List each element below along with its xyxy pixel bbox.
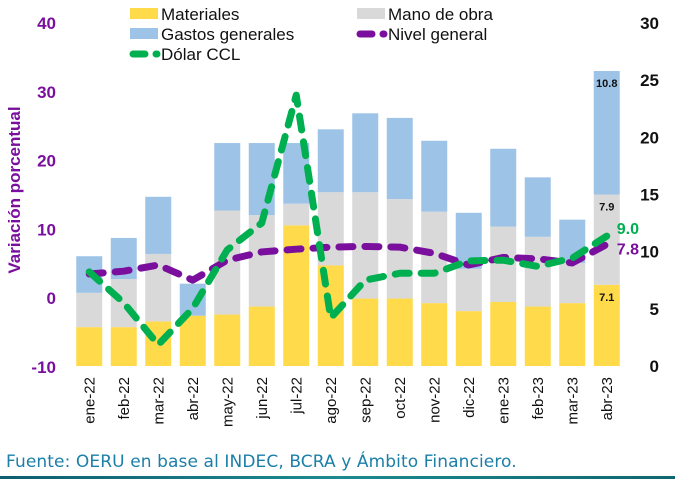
right-tick-label: 10	[640, 243, 659, 262]
bar-gastos-generales-nov-22	[421, 140, 448, 212]
right-tick-label: 20	[640, 128, 659, 147]
x-tick-label: ago-22	[323, 377, 340, 424]
x-tick-label: abr-22	[185, 377, 202, 420]
legend-swatch-gastos-generales	[130, 28, 158, 39]
left-tick-label: 30	[37, 83, 56, 102]
left-tick-label: 10	[37, 220, 56, 239]
bar-materiales-oct-22	[386, 298, 413, 366]
x-tick-label: jun-22	[254, 377, 271, 420]
x-tick-label: abr-23	[599, 377, 616, 420]
data-label-dolar-ccl: 9.0	[617, 221, 639, 238]
left-tick-label: 0	[47, 289, 56, 308]
bar-materiales-ene-23	[490, 301, 517, 366]
bar-mano-de-obra-jun-22	[248, 215, 275, 307]
bar-materiales-abr-23	[593, 284, 620, 366]
bar-materiales-may-22	[214, 314, 241, 366]
bar-gastos-generales-may-22	[214, 143, 241, 211]
right-tick-label: 30	[640, 14, 659, 33]
legend-item-nivel-general: Nivel general	[356, 25, 487, 44]
lines-layer	[85, 91, 611, 349]
x-tick-label: oct-22	[392, 377, 409, 419]
data-label-mano-de-obra: 7.9	[599, 202, 614, 214]
x-tick-label: feb-22	[116, 377, 133, 420]
left-axis: -10 0 10 20 30 40	[31, 14, 56, 377]
right-tick-label: 15	[640, 186, 659, 205]
bar-materiales-jun-22	[248, 306, 275, 366]
bars-layer	[76, 71, 620, 366]
x-axis: ene-22 feb-22 mar-22 abr-22 may-22 jun-22 jul-…	[81, 377, 616, 427]
bar-gastos-generales-mar-22	[145, 196, 172, 254]
x-tick-label: may-22	[219, 377, 236, 427]
bar-mano-de-obra-mar-23	[559, 263, 586, 304]
bar-mano-de-obra-dic-22	[455, 268, 482, 312]
source-note: Fuente: OERU en base al INDEC, BCRA y Ám…	[6, 452, 517, 472]
bar-materiales-mar-23	[559, 303, 586, 366]
bar-gastos-generales-ene-23	[490, 148, 517, 227]
bar-materiales-abr-22	[179, 315, 206, 366]
x-tick-label: jul-22	[288, 377, 305, 415]
left-tick-label: 40	[37, 14, 56, 33]
x-tick-label: feb-23	[530, 377, 547, 420]
right-tick-label: 5	[650, 300, 659, 319]
bar-mano-de-obra-jul-22	[283, 203, 310, 226]
legend-label-mano-de-obra: Mano de obra	[388, 5, 493, 24]
y-axis-label: Variación porcentual	[5, 106, 24, 273]
left-tick-label: 20	[37, 152, 56, 171]
right-tick-label: 0	[650, 357, 659, 376]
left-tick-label: -10	[31, 358, 56, 377]
bar-gastos-generales-abr-23	[593, 71, 620, 195]
legend-item-materiales: Materiales	[130, 5, 239, 24]
x-tick-label: ene-22	[81, 377, 98, 424]
bar-materiales-dic-22	[455, 311, 482, 366]
data-label-gastos-generales: 10.8	[596, 78, 617, 90]
x-tick-label: dic-22	[461, 377, 478, 418]
bar-gastos-generales-oct-22	[386, 117, 413, 200]
x-tick-label: mar-23	[564, 377, 581, 425]
right-axis: 0 5 10 15 20 25 30	[640, 14, 659, 376]
bar-mano-de-obra-ene-22	[76, 292, 103, 328]
bar-materiales-nov-22	[421, 303, 448, 366]
line-dolar-ccl	[85, 91, 611, 349]
bar-materiales-ene-22	[76, 327, 103, 366]
right-tick-label: 25	[640, 71, 659, 90]
legend-item-gastos-generales: Gastos generales	[130, 25, 294, 44]
bar-materiales-feb-22	[110, 327, 137, 366]
bar-gastos-generales-jun-22	[248, 143, 275, 216]
x-tick-label: nov-22	[426, 377, 443, 423]
legend-item-dolar-ccl: Dólar CCL	[129, 45, 240, 64]
legend: Materiales Mano de obra Gastos generales Ni…	[129, 5, 493, 64]
bar-gastos-generales-ago-22	[317, 129, 344, 193]
data-label-materiales: 7.1	[599, 292, 614, 304]
legend-label-gastos-generales: Gastos generales	[161, 25, 294, 44]
x-tick-label: ene-23	[495, 377, 512, 424]
legend-label-materiales: Materiales	[161, 5, 239, 24]
data-label-nivel-general: 7.8	[617, 241, 639, 258]
legend-label-dolar-ccl: Dólar CCL	[161, 45, 240, 64]
x-tick-label: mar-22	[150, 377, 167, 425]
x-tick-label: sep-22	[357, 377, 374, 423]
bar-mano-de-obra-feb-22	[110, 279, 137, 328]
line-nivel-general	[85, 240, 611, 284]
bar-gastos-generales-feb-23	[524, 177, 551, 237]
bar-materiales-sep-22	[352, 298, 379, 366]
legend-swatch-mano-de-obra	[357, 8, 385, 19]
legend-item-mano-de-obra: Mano de obra	[357, 5, 493, 24]
bottom-rule	[0, 476, 675, 479]
bar-materiales-feb-23	[524, 306, 551, 366]
legend-swatch-materiales	[130, 8, 158, 19]
data-labels: 10.8 7.9 7.1 9.0 7.8	[596, 78, 639, 304]
bar-mano-de-obra-feb-23	[524, 236, 551, 307]
legend-label-nivel-general: Nivel general	[388, 25, 487, 44]
bar-gastos-generales-sep-22	[352, 113, 379, 193]
